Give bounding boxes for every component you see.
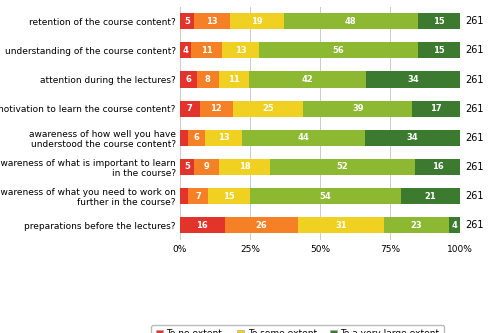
Bar (418, 42, 460, 58)
Bar (418, 13, 460, 29)
Text: 261: 261 (466, 75, 484, 85)
Bar (205, 130, 242, 146)
Bar (401, 188, 460, 204)
Bar (415, 159, 460, 175)
Bar (180, 42, 192, 58)
Text: 6: 6 (186, 75, 192, 84)
Bar (365, 130, 460, 146)
Text: 6: 6 (194, 133, 200, 142)
Bar (259, 42, 418, 58)
Text: 261: 261 (466, 162, 484, 172)
Bar (180, 188, 188, 204)
Text: 261: 261 (466, 220, 484, 230)
Bar (180, 159, 194, 175)
Text: 56: 56 (332, 46, 344, 55)
Text: 16: 16 (432, 163, 444, 171)
Text: 261: 261 (466, 16, 484, 26)
Bar (180, 72, 196, 88)
Text: 11: 11 (228, 75, 240, 84)
Bar (303, 101, 412, 117)
Text: 52: 52 (336, 163, 348, 171)
Bar (412, 101, 460, 117)
Text: 42: 42 (302, 75, 314, 84)
Text: 15: 15 (433, 46, 444, 55)
Bar (219, 72, 250, 88)
Text: 4: 4 (182, 46, 188, 55)
Bar (200, 101, 233, 117)
Bar (180, 13, 194, 29)
Bar (192, 42, 222, 58)
Bar (270, 159, 415, 175)
Text: 34: 34 (406, 133, 418, 142)
Text: 25: 25 (262, 104, 274, 113)
Bar (180, 101, 200, 117)
Bar (188, 188, 208, 204)
Bar (233, 101, 303, 117)
Text: 9: 9 (204, 163, 210, 171)
Bar (222, 42, 259, 58)
Text: 5: 5 (184, 17, 190, 26)
Bar (284, 13, 418, 29)
Text: 16: 16 (196, 221, 208, 230)
Text: 39: 39 (352, 104, 364, 113)
Text: 15: 15 (433, 17, 445, 26)
Text: 261: 261 (466, 133, 484, 143)
Bar (219, 159, 270, 175)
Text: 34: 34 (407, 75, 418, 84)
Text: 8: 8 (205, 75, 210, 84)
Text: 12: 12 (210, 104, 222, 113)
Text: 48: 48 (345, 17, 356, 26)
Bar (180, 130, 188, 146)
Text: 5: 5 (184, 163, 190, 171)
Text: 23: 23 (411, 221, 422, 230)
Bar (180, 217, 225, 233)
Text: 7: 7 (196, 191, 201, 200)
Bar (384, 217, 449, 233)
Text: 13: 13 (206, 17, 218, 26)
Bar (449, 217, 460, 233)
Bar (250, 72, 366, 88)
Text: 18: 18 (238, 163, 250, 171)
Bar (194, 159, 219, 175)
Text: 17: 17 (430, 104, 442, 113)
Text: 4: 4 (452, 221, 458, 230)
Bar (208, 188, 250, 204)
Bar (298, 217, 384, 233)
Bar (366, 72, 460, 88)
Bar (250, 188, 401, 204)
Text: 19: 19 (251, 17, 263, 26)
Text: 15: 15 (223, 191, 235, 200)
Legend: To no extent, To little extent, To some extent, To a large extent, To a very lar: To no extent, To little extent, To some … (151, 325, 444, 333)
Bar (188, 130, 205, 146)
Bar (242, 130, 365, 146)
Bar (196, 72, 219, 88)
Text: 21: 21 (424, 191, 436, 200)
Bar (225, 217, 298, 233)
Text: 261: 261 (466, 191, 484, 201)
Text: 54: 54 (320, 191, 332, 200)
Bar (194, 13, 230, 29)
Text: 11: 11 (201, 46, 212, 55)
Text: 13: 13 (235, 46, 246, 55)
Text: 261: 261 (466, 104, 484, 114)
Text: 26: 26 (256, 221, 267, 230)
Text: 7: 7 (187, 104, 192, 113)
Text: 13: 13 (218, 133, 229, 142)
Text: 31: 31 (335, 221, 347, 230)
Bar (230, 13, 283, 29)
Text: 261: 261 (466, 45, 484, 55)
Text: 44: 44 (298, 133, 309, 142)
